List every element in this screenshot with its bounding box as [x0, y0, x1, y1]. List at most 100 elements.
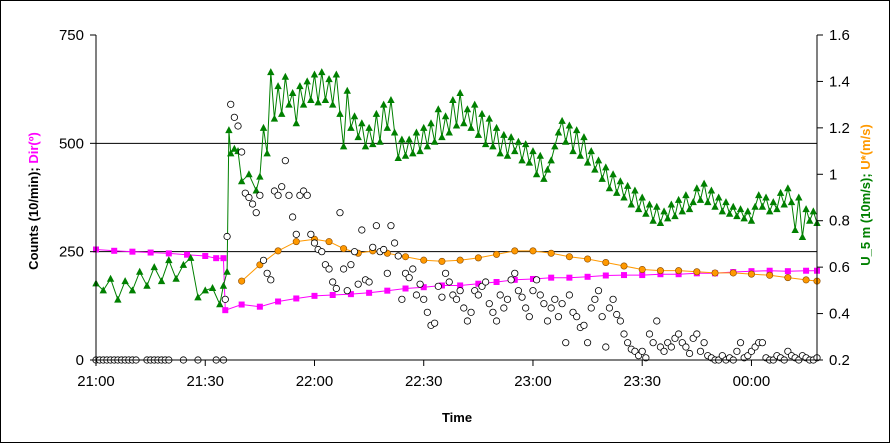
data-point-triangle — [631, 186, 639, 194]
data-point-square — [129, 248, 136, 255]
data-point-triangle — [401, 151, 410, 159]
data-point-open-circle — [598, 313, 606, 321]
y-axis-left-title: Counts (10/min); Dir(º) — [26, 132, 41, 270]
data-point-open-circle — [562, 339, 570, 347]
data-point-open-circle — [620, 330, 628, 338]
data-point-square — [584, 273, 591, 280]
data-point-open-circle — [682, 343, 690, 351]
data-point-triangle — [460, 119, 468, 127]
data-point-open-circle — [624, 339, 632, 347]
data-point-triangle — [758, 202, 767, 210]
data-point-triangle — [656, 219, 665, 227]
data-point-triangle — [299, 100, 308, 108]
series-1-circle — [238, 235, 821, 285]
data-point-open-circle — [303, 191, 311, 199]
data-point-triangle — [237, 177, 246, 185]
data-point-triangle — [543, 165, 552, 173]
data-point-circle — [584, 255, 592, 263]
data-point-open-circle — [587, 304, 595, 312]
data-point-triangle — [740, 214, 748, 222]
data-point-square — [493, 279, 500, 285]
data-point-triangle — [565, 121, 574, 129]
data-point-triangle — [321, 96, 330, 103]
data-point-triangle — [613, 188, 621, 196]
data-point-open-circle — [292, 230, 300, 238]
data-point-triangle — [747, 216, 756, 224]
data-point-triangle — [547, 156, 555, 164]
data-point-triangle — [722, 198, 730, 206]
y-right-tick-label: 0.6 — [829, 259, 850, 276]
data-point-open-circle — [423, 308, 431, 316]
data-point-triangle — [430, 137, 439, 145]
data-point-circle — [638, 265, 646, 273]
data-point-open-circle — [642, 354, 650, 362]
data-point-square — [548, 274, 555, 281]
data-point-triangle — [784, 184, 792, 192]
data-point-triangle — [598, 174, 606, 182]
data-point-square — [347, 291, 354, 298]
data-point-triangle — [518, 156, 526, 164]
y-left-tick-label: 250 — [59, 244, 84, 261]
data-point-triangle — [157, 277, 166, 285]
data-point-open-circle — [380, 245, 388, 254]
data-point-triangle — [387, 96, 395, 103]
data-point-triangle — [507, 133, 515, 141]
data-point-triangle — [634, 205, 643, 213]
data-point-circle — [420, 256, 428, 264]
data-point-open-circle — [278, 183, 286, 191]
data-point-square — [602, 272, 609, 279]
data-point-open-circle — [536, 291, 544, 299]
data-point-triangle — [649, 216, 657, 224]
data-point-circle — [493, 250, 501, 258]
data-point-open-circle — [522, 304, 530, 312]
data-point-open-circle — [325, 265, 333, 273]
data-point-open-circle — [256, 191, 264, 199]
data-point-open-circle — [543, 317, 552, 325]
data-point-open-circle — [565, 291, 573, 299]
data-point-open-circle — [332, 284, 340, 293]
data-point-open-circle — [653, 317, 661, 325]
data-point-open-circle — [398, 295, 406, 303]
data-point-triangle — [500, 130, 508, 138]
data-point-circle — [675, 267, 683, 275]
data-point-triangle — [671, 212, 679, 220]
x-tick-label: 21:00 — [77, 373, 115, 390]
data-point-triangle — [511, 147, 519, 155]
data-point-square — [384, 287, 391, 294]
data-point-triangle — [128, 286, 137, 294]
data-point-triangle — [318, 68, 326, 76]
data-point-triangle — [605, 184, 614, 192]
x-tick-label: 23:00 — [514, 373, 552, 390]
data-point-triangle — [798, 232, 807, 240]
data-point-open-circle — [434, 282, 442, 290]
data-point-open-circle — [594, 287, 603, 295]
data-point-open-circle — [613, 310, 621, 319]
series-0-square — [93, 246, 820, 314]
data-point-triangle — [489, 142, 497, 150]
data-point-triangle — [711, 202, 719, 210]
data-point-triangle — [135, 267, 144, 275]
data-point-open-circle — [602, 343, 610, 351]
data-point-triangle — [223, 267, 231, 275]
data-point-open-circle — [554, 313, 563, 321]
data-point-triangle — [795, 193, 803, 201]
data-point-open-circle — [350, 248, 359, 256]
data-point-triangle — [525, 158, 534, 166]
data-point-triangle — [769, 198, 778, 206]
data-point-triangle — [682, 191, 690, 199]
data-point-open-circle — [230, 113, 238, 121]
data-point-open-circle — [492, 317, 501, 325]
data-point-triangle — [609, 170, 617, 178]
data-point-open-circle — [281, 157, 289, 165]
data-point-square — [675, 271, 682, 278]
data-point-triangle — [208, 284, 217, 292]
data-point-circle — [620, 262, 628, 270]
data-point-triangle — [729, 202, 737, 210]
data-point-triangle — [780, 200, 788, 208]
data-point-square — [657, 271, 664, 278]
data-point-open-circle — [511, 269, 519, 277]
data-point-triangle — [806, 216, 814, 224]
data-point-open-circle — [514, 287, 523, 295]
data-point-square — [457, 282, 464, 289]
data-point-triangle — [143, 281, 151, 289]
